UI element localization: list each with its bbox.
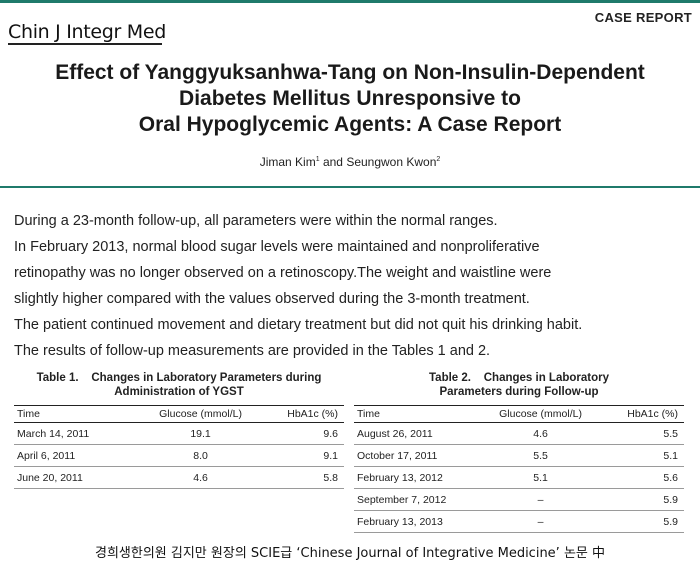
cell-time: August 26, 2011	[354, 422, 480, 445]
table-header-row: Time Glucose (mmol/L) HbA1c (%)	[354, 405, 684, 423]
cell-glucose: 5.5	[479, 444, 602, 467]
cell-hba1c: 5.5	[601, 422, 684, 445]
table-1: Table 1. Changes in Laboratory Parameter…	[14, 371, 344, 489]
table-1-caption: Table 1. Changes in Laboratory Parameter…	[14, 371, 344, 400]
body-paragraph: During a 23-month follow-up, all paramet…	[14, 208, 684, 364]
cell-glucose: 5.1	[479, 466, 602, 489]
cell-time: February 13, 2012	[354, 466, 480, 489]
image-caption: 경희생한의원 김지만 원장의 SCIE급 ‘Chinese Journal of…	[95, 546, 605, 561]
author-2-affiliation: 2	[436, 156, 441, 163]
cell-glucose: 8.0	[139, 444, 262, 467]
col-hba1c: HbA1c (%)	[601, 405, 684, 423]
cell-hba1c: 9.1	[261, 444, 344, 467]
article-title: Effect of Yanggyuksanhwa-Tang on Non-Ins…	[0, 60, 700, 138]
table-2-caption-line-1: Table 2. Changes in Laboratory	[429, 372, 609, 384]
table-header-row: Time Glucose (mmol/L) HbA1c (%)	[14, 405, 344, 423]
cell-hba1c: 5.8	[261, 466, 344, 489]
authors: Jiman Kim1 and Seungwon Kwon2	[0, 155, 700, 169]
cell-glucose: –	[479, 510, 602, 533]
title-line-3: Oral Hypoglycemic Agents: A Case Report	[138, 113, 562, 136]
col-time: Time	[14, 405, 140, 423]
table-row: August 26, 2011 4.6 5.5	[354, 422, 684, 445]
table-row: February 13, 2013 – 5.9	[354, 510, 684, 533]
col-hba1c: HbA1c (%)	[261, 405, 344, 423]
table-2: Table 2. Changes in Laboratory Parameter…	[354, 371, 684, 533]
cell-hba1c: 5.9	[601, 510, 684, 533]
table-1-caption-line-2: Administration of YGST	[114, 386, 244, 398]
body-line: slightly higher compared with the values…	[14, 291, 530, 307]
cell-hba1c: 5.6	[601, 466, 684, 489]
table-2-grid: Time Glucose (mmol/L) HbA1c (%) August 2…	[354, 405, 684, 533]
table-row: October 17, 2011 5.5 5.1	[354, 444, 684, 467]
cell-time: March 14, 2011	[14, 422, 140, 445]
table-1-caption-line-1: Table 1. Changes in Laboratory Parameter…	[36, 372, 322, 384]
author-1-affiliation: 1	[315, 156, 320, 163]
author-join: and	[319, 155, 347, 169]
body-line: In February 2013, normal blood sugar lev…	[14, 239, 540, 255]
table-2-caption-line-2: Parameters during Follow-up	[439, 386, 599, 398]
body-line: The patient continued movement and dieta…	[14, 317, 583, 333]
body-line: The results of follow-up measurements ar…	[14, 343, 491, 359]
table-row: April 6, 2011 8.0 9.1	[14, 444, 344, 467]
journal-name: Chin J Integr Med	[8, 21, 167, 43]
body-line: retinopathy was no longer observed on a …	[14, 265, 552, 281]
author-1: Jiman Kim	[259, 155, 316, 169]
table-row: March 14, 2011 19.1 9.6	[14, 422, 344, 445]
cell-glucose: 19.1	[139, 422, 262, 445]
cell-glucose: 4.6	[479, 422, 602, 445]
cell-hba1c: 9.6	[261, 422, 344, 445]
table-1-grid: Time Glucose (mmol/L) HbA1c (%) March 14…	[14, 405, 344, 489]
cell-time: October 17, 2011	[354, 444, 480, 467]
table-row: June 20, 2011 4.6 5.8	[14, 466, 344, 489]
body-line: During a 23-month follow-up, all paramet…	[14, 213, 498, 229]
cell-hba1c: 5.9	[601, 488, 684, 511]
table-row: February 13, 2012 5.1 5.6	[354, 466, 684, 489]
title-line-1: Effect of Yanggyuksanhwa-Tang on Non-Ins…	[55, 61, 645, 84]
cell-time: February 13, 2013	[354, 510, 480, 533]
cell-glucose: 4.6	[139, 466, 262, 489]
cell-time: September 7, 2012	[354, 488, 480, 511]
cell-time: April 6, 2011	[14, 444, 140, 467]
journal-underline	[8, 43, 162, 45]
col-time: Time	[354, 405, 480, 423]
top-accent-bar	[0, 0, 700, 3]
table-row: September 7, 2012 – 5.9	[354, 488, 684, 511]
cell-glucose: –	[479, 488, 602, 511]
section-label: CASE REPORT	[594, 10, 692, 25]
title-line-2: Diabetes Mellitus Unresponsive to	[179, 87, 521, 110]
cell-time: June 20, 2011	[14, 466, 140, 489]
header-divider	[0, 186, 700, 188]
author-2: Seungwon Kwon	[346, 155, 437, 169]
cell-hba1c: 5.1	[601, 444, 684, 467]
col-glucose: Glucose (mmol/L)	[139, 405, 262, 423]
table-2-caption: Table 2. Changes in Laboratory Parameter…	[354, 371, 684, 400]
col-glucose: Glucose (mmol/L)	[479, 405, 602, 423]
